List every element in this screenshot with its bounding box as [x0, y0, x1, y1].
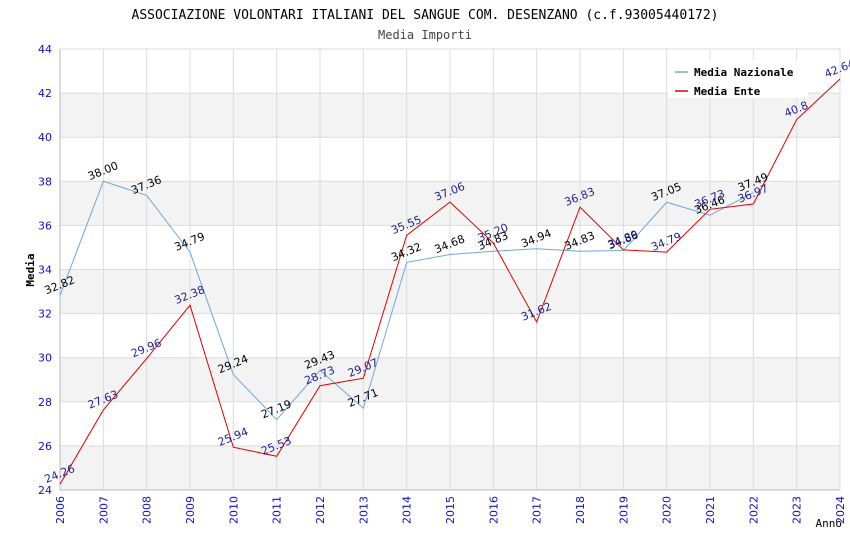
x-tick-label: 2010	[227, 496, 240, 524]
series-line-media-nazionale	[59, 180, 754, 421]
x-tick-label: 2023	[791, 496, 804, 524]
x-tick-label: 2021	[704, 496, 717, 524]
legend: Media Nazionale Media Ente	[668, 60, 808, 98]
y-tick-label: 38	[38, 175, 52, 188]
y-tick-label: 40	[38, 131, 52, 144]
y-tick-label: 24	[38, 484, 52, 497]
y-tick-label: 28	[38, 396, 52, 409]
x-axis-label: Anno	[816, 517, 843, 530]
x-tick-label: 2007	[97, 496, 110, 524]
x-tick-label: 2018	[574, 496, 587, 524]
chart-title: ASSOCIAZIONE VOLONTARI ITALIANI DEL SANG…	[132, 8, 719, 23]
x-tick-label: 2012	[314, 496, 327, 524]
x-tick-label: 2017	[531, 496, 544, 524]
x-tick-label: 2011	[271, 496, 284, 524]
x-tick-label: 2014	[401, 496, 414, 524]
y-tick-label: 32	[38, 308, 52, 321]
x-tick-label: 2022	[747, 496, 760, 524]
x-tick-label: 2008	[141, 496, 154, 524]
y-tick-label: 30	[38, 352, 52, 365]
x-tick-label: 2024	[834, 496, 847, 524]
y-tick-label: 36	[38, 219, 52, 232]
legend-label: Media Nazionale	[694, 66, 794, 79]
chart-subtitle: Media Importi	[378, 28, 472, 42]
series-layer	[59, 78, 841, 485]
y-tick-label: 26	[38, 440, 52, 453]
x-tick-label: 2009	[184, 496, 197, 524]
y-tick-label: 34	[38, 264, 52, 277]
series-line-media-ente	[59, 78, 841, 485]
axes: 24 26 28 30 32 34 36 38 40 42 44 2006 2007 2008 2009 20…	[38, 43, 847, 524]
y-tick-label: 42	[38, 87, 52, 100]
x-tick-label: 2013	[357, 496, 370, 524]
x-tick-label: 2015	[444, 496, 457, 524]
x-tick-label: 2020	[661, 496, 674, 524]
y-tick-label: 44	[38, 43, 52, 56]
legend-box	[668, 60, 808, 98]
x-tick-label: 2006	[54, 496, 67, 524]
legend-label: Media Ente	[694, 85, 761, 98]
y-axis-label: Media	[24, 253, 37, 286]
x-tick-label: 2016	[487, 496, 500, 524]
x-tick-label: 2019	[617, 496, 630, 524]
